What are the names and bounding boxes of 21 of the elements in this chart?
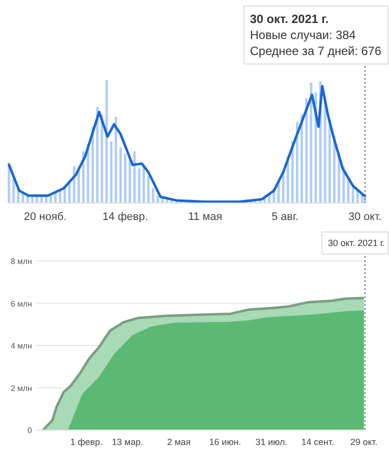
x-tick-label: 13 мар.	[112, 437, 144, 447]
x-tick-label: 2 мая	[167, 437, 191, 447]
y-tick-label: 2 млн	[10, 384, 32, 393]
x-tick-label: 14 февр.	[102, 211, 148, 223]
text: 30 окт. 2021 г.	[328, 238, 385, 248]
y-tick-label: 8 млн	[10, 257, 32, 266]
x-tick-label: 5 авг.	[272, 211, 298, 223]
y-tick-label: 4 млн	[10, 342, 32, 350]
x-tick-label: 1 февр.	[70, 437, 102, 447]
y-tick-label: 0	[28, 426, 33, 435]
y-tick-label: 6 млн	[10, 299, 32, 308]
text: Среднее за 7 дней: 676	[250, 44, 382, 58]
x-tick-label: 16 июн.	[209, 437, 242, 447]
text: Новые случаи: 384	[250, 28, 356, 42]
x-tick-label: 20 нояб.	[24, 211, 67, 223]
text: 30 окт. 2021 г.	[250, 12, 329, 26]
x-tick-label: 11 мая	[188, 211, 222, 223]
x-tick-label: 29 окт.	[350, 437, 378, 447]
x-tick-label: 30 окт.	[348, 211, 382, 223]
x-tick-label: 31 июл.	[256, 437, 288, 447]
x-tick-label: 14 сент.	[301, 437, 334, 447]
